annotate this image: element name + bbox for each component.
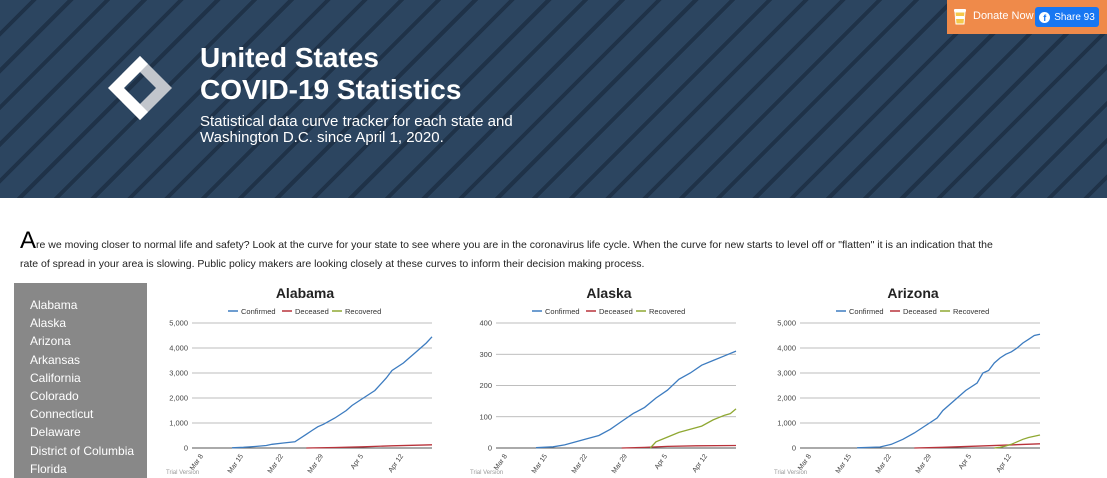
x-tick-label: Apr 12 bbox=[388, 453, 406, 474]
y-tick-label: 300 bbox=[479, 350, 492, 359]
sidebar-item-colorado[interactable]: Colorado bbox=[30, 389, 79, 404]
chart-svg: Confirmed Deceased Recovered 0 1,000 2,000 3,0… bbox=[777, 307, 1041, 475]
x-tick-label: Mar 22 bbox=[571, 453, 589, 475]
x-tick-label: Mar 15 bbox=[835, 453, 853, 475]
x-tick-label: Apr 12 bbox=[996, 453, 1014, 474]
title-line-2: COVID-19 Statistics bbox=[200, 74, 462, 105]
y-tick-label: 200 bbox=[479, 381, 492, 390]
intro-text: re we moving closer to normal life and s… bbox=[20, 239, 993, 270]
title-line-1: United States bbox=[200, 42, 379, 73]
y-tick-label: 5,000 bbox=[169, 319, 188, 328]
trial-watermark: Trial Version bbox=[470, 470, 504, 476]
legend-label-recovered: Recovered bbox=[649, 307, 685, 316]
legend-label-confirmed: Confirmed bbox=[241, 307, 276, 316]
legend-label-recovered: Recovered bbox=[345, 307, 381, 316]
intro-dropcap: A bbox=[20, 227, 37, 254]
series-line-confirmed bbox=[535, 350, 737, 449]
page-title: United States COVID-19 Statistics bbox=[200, 42, 461, 106]
y-tick-label: 400 bbox=[479, 319, 492, 328]
chart-legend: Confirmed Deceased Recovered bbox=[836, 307, 989, 316]
y-tick-label: 5,000 bbox=[777, 319, 796, 328]
y-tick-label: 1,000 bbox=[169, 419, 188, 428]
facebook-share-button[interactable]: f Share 93 bbox=[1035, 7, 1099, 27]
x-tick-label: Mar 29 bbox=[307, 453, 325, 475]
y-tick-label: 2,000 bbox=[169, 394, 188, 403]
x-tick-label: Mar 8 bbox=[797, 453, 813, 472]
donate-button[interactable]: Donate Now bbox=[953, 7, 1034, 25]
legend-label-confirmed: Confirmed bbox=[545, 307, 580, 316]
x-tick-label: Apr 5 bbox=[958, 453, 973, 471]
chart-title: Alabama bbox=[275, 285, 335, 301]
coffee-cup-icon bbox=[954, 9, 966, 25]
y-tick-label: 1,000 bbox=[777, 419, 796, 428]
chart-arizona: Arizona Confirmed Deceased Recovered 0 1,000… bbox=[768, 283, 1058, 478]
y-tick-label: 0 bbox=[184, 444, 188, 453]
legend-label-deceased: Deceased bbox=[903, 307, 937, 316]
chart-svg: Confirmed Deceased Recovered 0 1,000 2,000 3,0… bbox=[169, 307, 433, 475]
state-list-sidebar: Alabama Alaska Arizona Arkansas Californ… bbox=[14, 283, 147, 478]
x-tick-label: Apr 5 bbox=[654, 453, 669, 471]
legend-label-recovered: Recovered bbox=[953, 307, 989, 316]
sidebar-item-alaska[interactable]: Alaska bbox=[30, 316, 67, 331]
sidebar-item-california[interactable]: California bbox=[30, 370, 81, 385]
header-banner: United States COVID-19 Statistics Statis… bbox=[0, 0, 1107, 198]
chart-alabama: Alabama Confirmed Deceased Recovered 0 1,000… bbox=[160, 283, 450, 478]
logo-icon bbox=[108, 56, 172, 120]
legend-label-deceased: Deceased bbox=[295, 307, 329, 316]
series-line-confirmed bbox=[231, 336, 433, 449]
sidebar-item-district-of-columbia[interactable]: District of Columbia bbox=[30, 443, 135, 458]
trial-watermark: Trial Version bbox=[166, 470, 200, 476]
legend-label-deceased: Deceased bbox=[599, 307, 633, 316]
series-line-deceased bbox=[621, 444, 737, 449]
x-tick-label: Mar 15 bbox=[531, 453, 549, 475]
x-tick-label: Mar 29 bbox=[915, 453, 933, 475]
chart-legend: Confirmed Deceased Recovered bbox=[228, 307, 381, 316]
y-tick-label: 2,000 bbox=[777, 394, 796, 403]
y-tick-label: 0 bbox=[792, 444, 796, 453]
donate-share-bar: Donate Now f Share 93 bbox=[947, 0, 1107, 34]
sidebar-item-connecticut[interactable]: Connecticut bbox=[30, 407, 94, 422]
chart-svg: Confirmed Deceased Recovered 0 100 200 300 400 M… bbox=[479, 307, 737, 475]
legend-label-confirmed: Confirmed bbox=[849, 307, 884, 316]
x-tick-label: Mar 8 bbox=[493, 453, 509, 472]
y-tick-label: 4,000 bbox=[169, 344, 188, 353]
sidebar-item-alabama[interactable]: Alabama bbox=[30, 298, 78, 312]
sidebar-item-delaware[interactable]: Delaware bbox=[30, 425, 81, 440]
y-tick-label: 4,000 bbox=[777, 344, 796, 353]
subtitle-line-2: Washington D.C. since April 1, 2020. bbox=[200, 129, 444, 146]
chart-title: Arizona bbox=[887, 285, 939, 301]
facebook-icon: f bbox=[1039, 11, 1051, 23]
y-tick-label: 3,000 bbox=[777, 369, 796, 378]
x-tick-label: Apr 12 bbox=[692, 453, 710, 474]
intro-paragraph: Are we moving closer to normal life and … bbox=[20, 229, 1000, 274]
x-tick-label: Mar 22 bbox=[267, 453, 285, 475]
sidebar-item-florida[interactable]: Florida bbox=[30, 461, 67, 476]
sidebar-item-arkansas[interactable]: Arkansas bbox=[30, 352, 81, 367]
x-tick-label: Mar 8 bbox=[189, 453, 205, 472]
y-tick-label: 100 bbox=[479, 412, 492, 421]
subtitle-line-1: Statistical data curve tracker for each … bbox=[200, 113, 513, 130]
series-line-deceased bbox=[914, 443, 1041, 449]
series-line-recovered bbox=[649, 408, 737, 449]
x-tick-label: Mar 22 bbox=[875, 453, 893, 475]
series-line-confirmed bbox=[857, 333, 1041, 449]
series-line-recovered bbox=[994, 434, 1041, 449]
trial-watermark: Trial Version bbox=[774, 470, 808, 476]
x-tick-label: Apr 5 bbox=[350, 453, 365, 471]
y-tick-label: 3,000 bbox=[169, 369, 188, 378]
chart-title: Alaska bbox=[586, 285, 632, 301]
x-tick-label: Mar 29 bbox=[611, 453, 629, 475]
page-subtitle: Statistical data curve tracker for each … bbox=[200, 114, 540, 146]
chart-alaska: Alaska Confirmed Deceased Recovered 0 100 200… bbox=[464, 283, 754, 478]
series-line-deceased bbox=[306, 444, 433, 449]
donate-label: Donate Now bbox=[973, 10, 1034, 22]
sidebar-item-arizona[interactable]: Arizona bbox=[30, 334, 71, 349]
x-tick-label: Mar 15 bbox=[227, 453, 245, 475]
chart-legend: Confirmed Deceased Recovered bbox=[532, 307, 685, 316]
y-tick-label: 0 bbox=[488, 444, 492, 453]
share-label: Share 93 bbox=[1054, 11, 1095, 23]
